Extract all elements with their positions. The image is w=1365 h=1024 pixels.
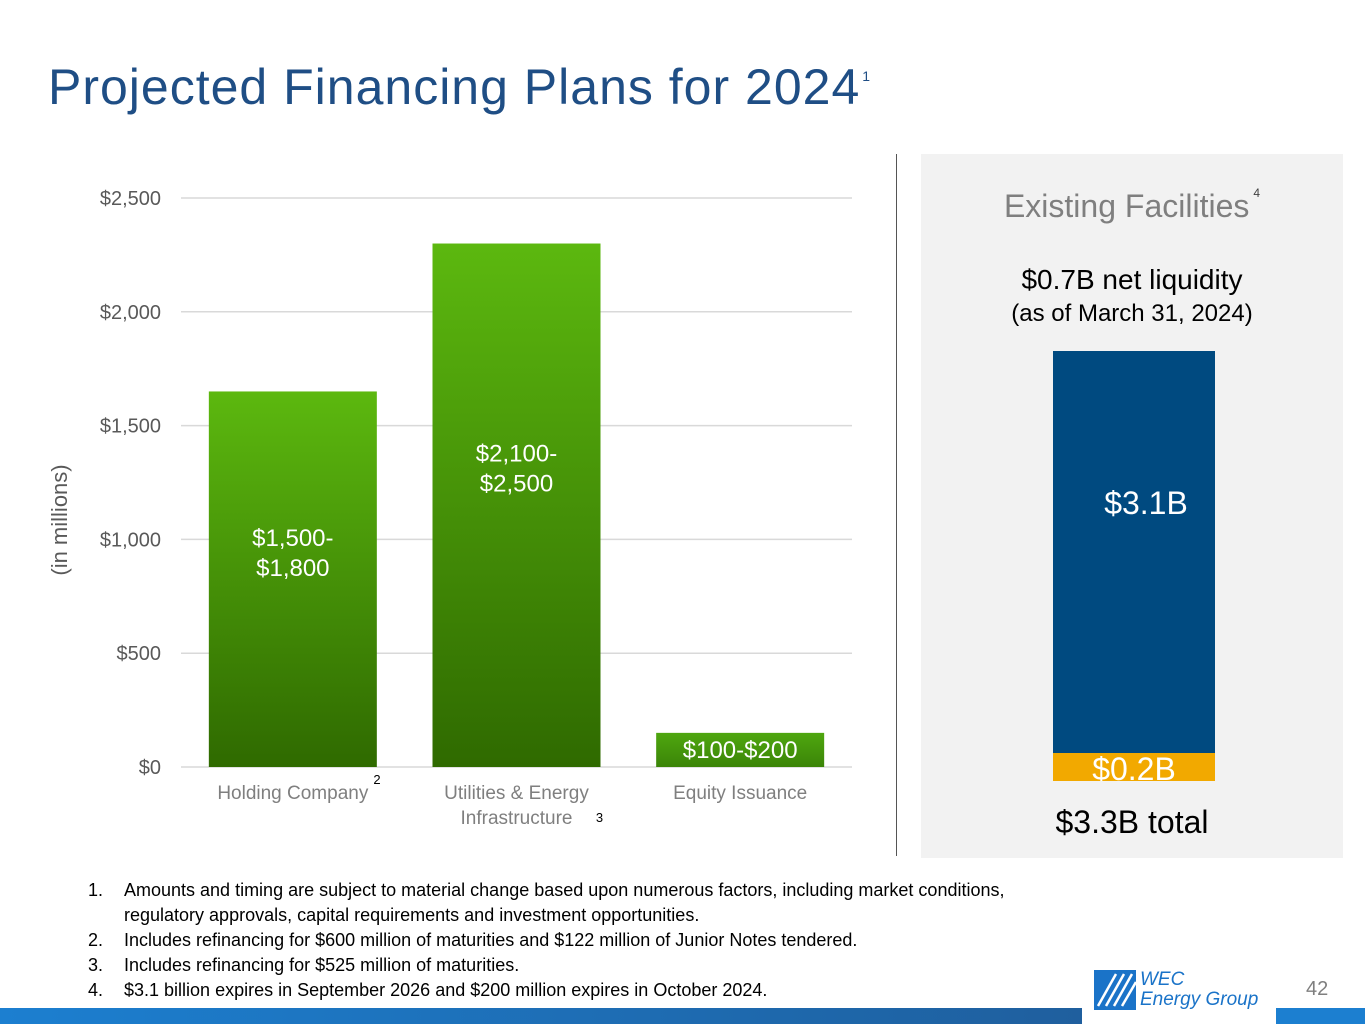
facility-segment-0-2b: $0.2B (1053, 753, 1215, 781)
x-category-label: Infrastructure (461, 808, 573, 829)
financing-bar-chart: $0 $500 $1,000 $1,500 $2,000 $2,500 (in millio… (47, 188, 852, 829)
page-number: 42 (1306, 978, 1329, 1000)
net-liquidity-date: (as of March 31, 2024) (1011, 300, 1253, 327)
footnote-1: 1. Amounts and timing are subject to mate… (88, 878, 1068, 928)
section-divider (896, 154, 897, 856)
footnote-4: 4. $3.1 billion expires in September 2026… (88, 978, 1068, 1003)
existing-facilities-panel: Existing Facilities 4 $0.7B net liquidity… (921, 154, 1343, 858)
footnote-text: Includes refinancing for $525 million of… (124, 955, 520, 975)
bar-data-label: $1,500- (252, 525, 333, 552)
category-footnote-marker: 2 (373, 772, 380, 787)
logo-line-1: WEC (1140, 969, 1185, 990)
bar-data-label: $2,100- (476, 441, 557, 468)
bar (432, 243, 601, 767)
footnote-text: Amounts and timing are subject to materi… (124, 880, 1005, 925)
category-footnote-marker: 3 (596, 810, 603, 825)
bar-data-label: $2,500 (480, 471, 553, 498)
wec-logo-icon (1094, 970, 1138, 1010)
net-liquidity: $0.7B net liquidity (1021, 264, 1243, 295)
wec-logo: WEC Energy Group (1094, 970, 1264, 1012)
x-category-label: Equity Issuance (673, 783, 807, 804)
y-tick-label: $1,500 (100, 416, 161, 438)
y-tick-label: $0 (139, 757, 161, 779)
facilities-footnote-marker: 4 (1253, 186, 1261, 200)
footer-bar-right (1276, 1008, 1365, 1024)
footnote-number: 1. (88, 880, 104, 900)
wec-logo-text: WEC Energy Group (1140, 970, 1258, 1010)
page-title-text: Projected Financing Plans for 2024 (48, 59, 861, 115)
y-axis-label: (in millions) (47, 464, 72, 575)
title-footnote-marker: 1 (862, 68, 872, 84)
facility-segment-3-1b: $3.1B (1053, 351, 1215, 753)
facilities-title-text: Existing Facilities (1003, 188, 1250, 224)
y-tick-label: $1,000 (100, 529, 161, 551)
footnotes: 1. Amounts and timing are subject to mate… (88, 878, 1068, 1003)
bar-data-label: $100-$200 (683, 737, 798, 764)
facility-segment-0-2b-label: $0.2B (1092, 753, 1176, 781)
y-tick-label: $500 (117, 643, 162, 665)
footnote-3: 3. Includes refinancing for $525 million … (88, 953, 1068, 978)
y-tick-label: $2,500 (100, 188, 161, 210)
bar (208, 391, 377, 767)
page-title: Projected Financing Plans for 2024 1 (48, 58, 871, 116)
footnote-text: Includes refinancing for $600 million of… (124, 930, 858, 950)
footer-bar (0, 1008, 1082, 1024)
bar-data-label: $1,800 (256, 555, 329, 582)
footnote-number: 2. (88, 930, 104, 950)
footnote-2: 2. Includes refinancing for $600 million … (88, 928, 1068, 953)
x-category-label: Utilities & Energy (444, 783, 589, 804)
facilities-title: Existing Facilities 4 (921, 186, 1343, 225)
x-category-label: Holding Company (217, 783, 369, 804)
bar (656, 732, 825, 767)
facilities-total: $3.3B total (1055, 804, 1209, 840)
footnote-number: 4. (88, 980, 104, 1000)
footnote-text: $3.1 billion expires in September 2026 a… (124, 980, 768, 1000)
facility-segment-3-1b-label: $3.1B (1104, 485, 1188, 521)
logo-line-2: Energy Group (1140, 989, 1259, 1010)
footnote-number: 3. (88, 955, 104, 975)
y-tick-label: $2,000 (100, 302, 161, 324)
